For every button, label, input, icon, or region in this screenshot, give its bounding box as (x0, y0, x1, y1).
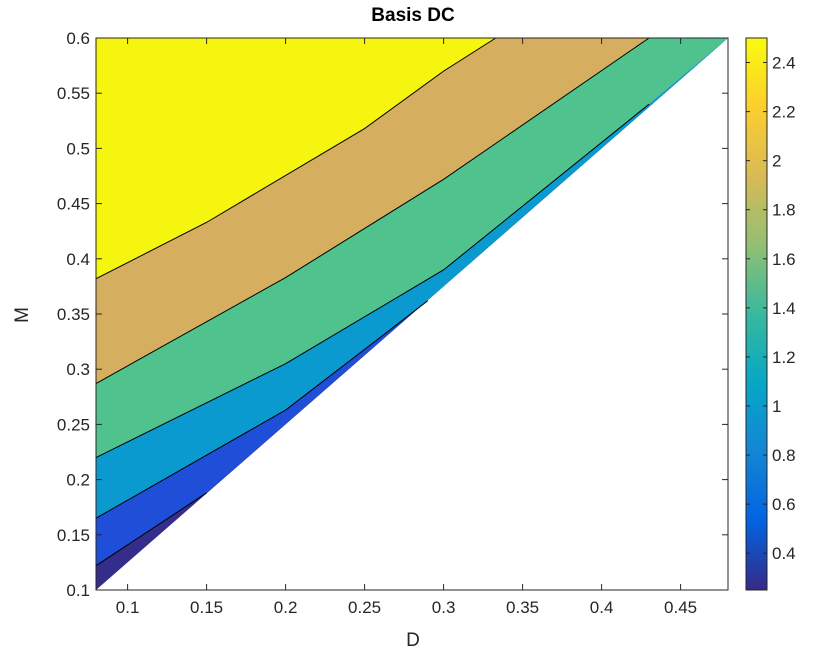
y-tick-label: 0.25 (57, 415, 90, 434)
x-tick-label: 0.35 (506, 598, 539, 617)
contour-line (95, 103, 650, 458)
colorbar-bar (745, 37, 768, 591)
x-tick-label: 0.2 (274, 598, 298, 617)
y-tick-label: 0.35 (57, 305, 90, 324)
y-tick-label: 0.5 (66, 139, 90, 158)
colorbar-tick-label: 2 (772, 152, 781, 171)
colorbar-tick-label: 0.4 (772, 544, 796, 563)
colorbar-tick-label: 1 (772, 397, 781, 416)
x-tick-label: 0.15 (190, 598, 223, 617)
contour-line (95, 300, 429, 519)
colorbar-tick-label: 0.8 (772, 446, 796, 465)
contour-lines (95, 37, 650, 567)
colorbar-tick-label: 2.4 (772, 54, 796, 73)
colorbar-tick-label: 2.2 (772, 103, 796, 122)
y-tick-label: 0.15 (57, 526, 90, 545)
colorbar: 0.4 0.6 0.8 1 1.2 1.4 1.6 1.8 2 2.2 2.4 (745, 37, 796, 591)
plot-area (95, 37, 729, 591)
colorbar-tick-label: 1.6 (772, 250, 796, 269)
colorbar-tick-label: 1.4 (772, 299, 796, 318)
y-tick-label: 0.2 (66, 471, 90, 490)
y-tick-label: 0.4 (66, 250, 90, 269)
x-axis-label: D (406, 630, 420, 651)
y-axis: 0.1 0.15 0.2 0.25 0.3 0.35 0.4 0.45 0.5 0.55 0.6 (57, 29, 728, 600)
y-tick-label: 0.3 (66, 360, 90, 379)
y-tick-label: 0.55 (57, 84, 90, 103)
x-tick-label: 0.1 (116, 598, 140, 617)
x-tick-label: 0.45 (664, 598, 697, 617)
x-tick-label: 0.4 (590, 598, 614, 617)
band-region (96, 38, 728, 279)
y-tick-label: 0.1 (66, 581, 90, 600)
x-tick-label: 0.25 (348, 598, 381, 617)
x-axis: 0.1 0.15 0.2 0.25 0.3 0.35 0.4 0.45 (116, 38, 697, 617)
y-axis-label: M (12, 307, 33, 323)
chart-title: Basis DC (371, 5, 455, 26)
contour-line (95, 37, 497, 280)
colorbar-tick-label: 1.2 (772, 348, 796, 367)
y-tick-label: 0.45 (57, 195, 90, 214)
contour-line (95, 492, 207, 567)
x-tick-label: 0.3 (432, 598, 456, 617)
colorbar-tick-label: 0.6 (772, 495, 796, 514)
contour-line (95, 37, 650, 384)
colorbar-tick-label: 1.8 (772, 201, 796, 220)
y-tick-label: 0.6 (66, 29, 90, 48)
